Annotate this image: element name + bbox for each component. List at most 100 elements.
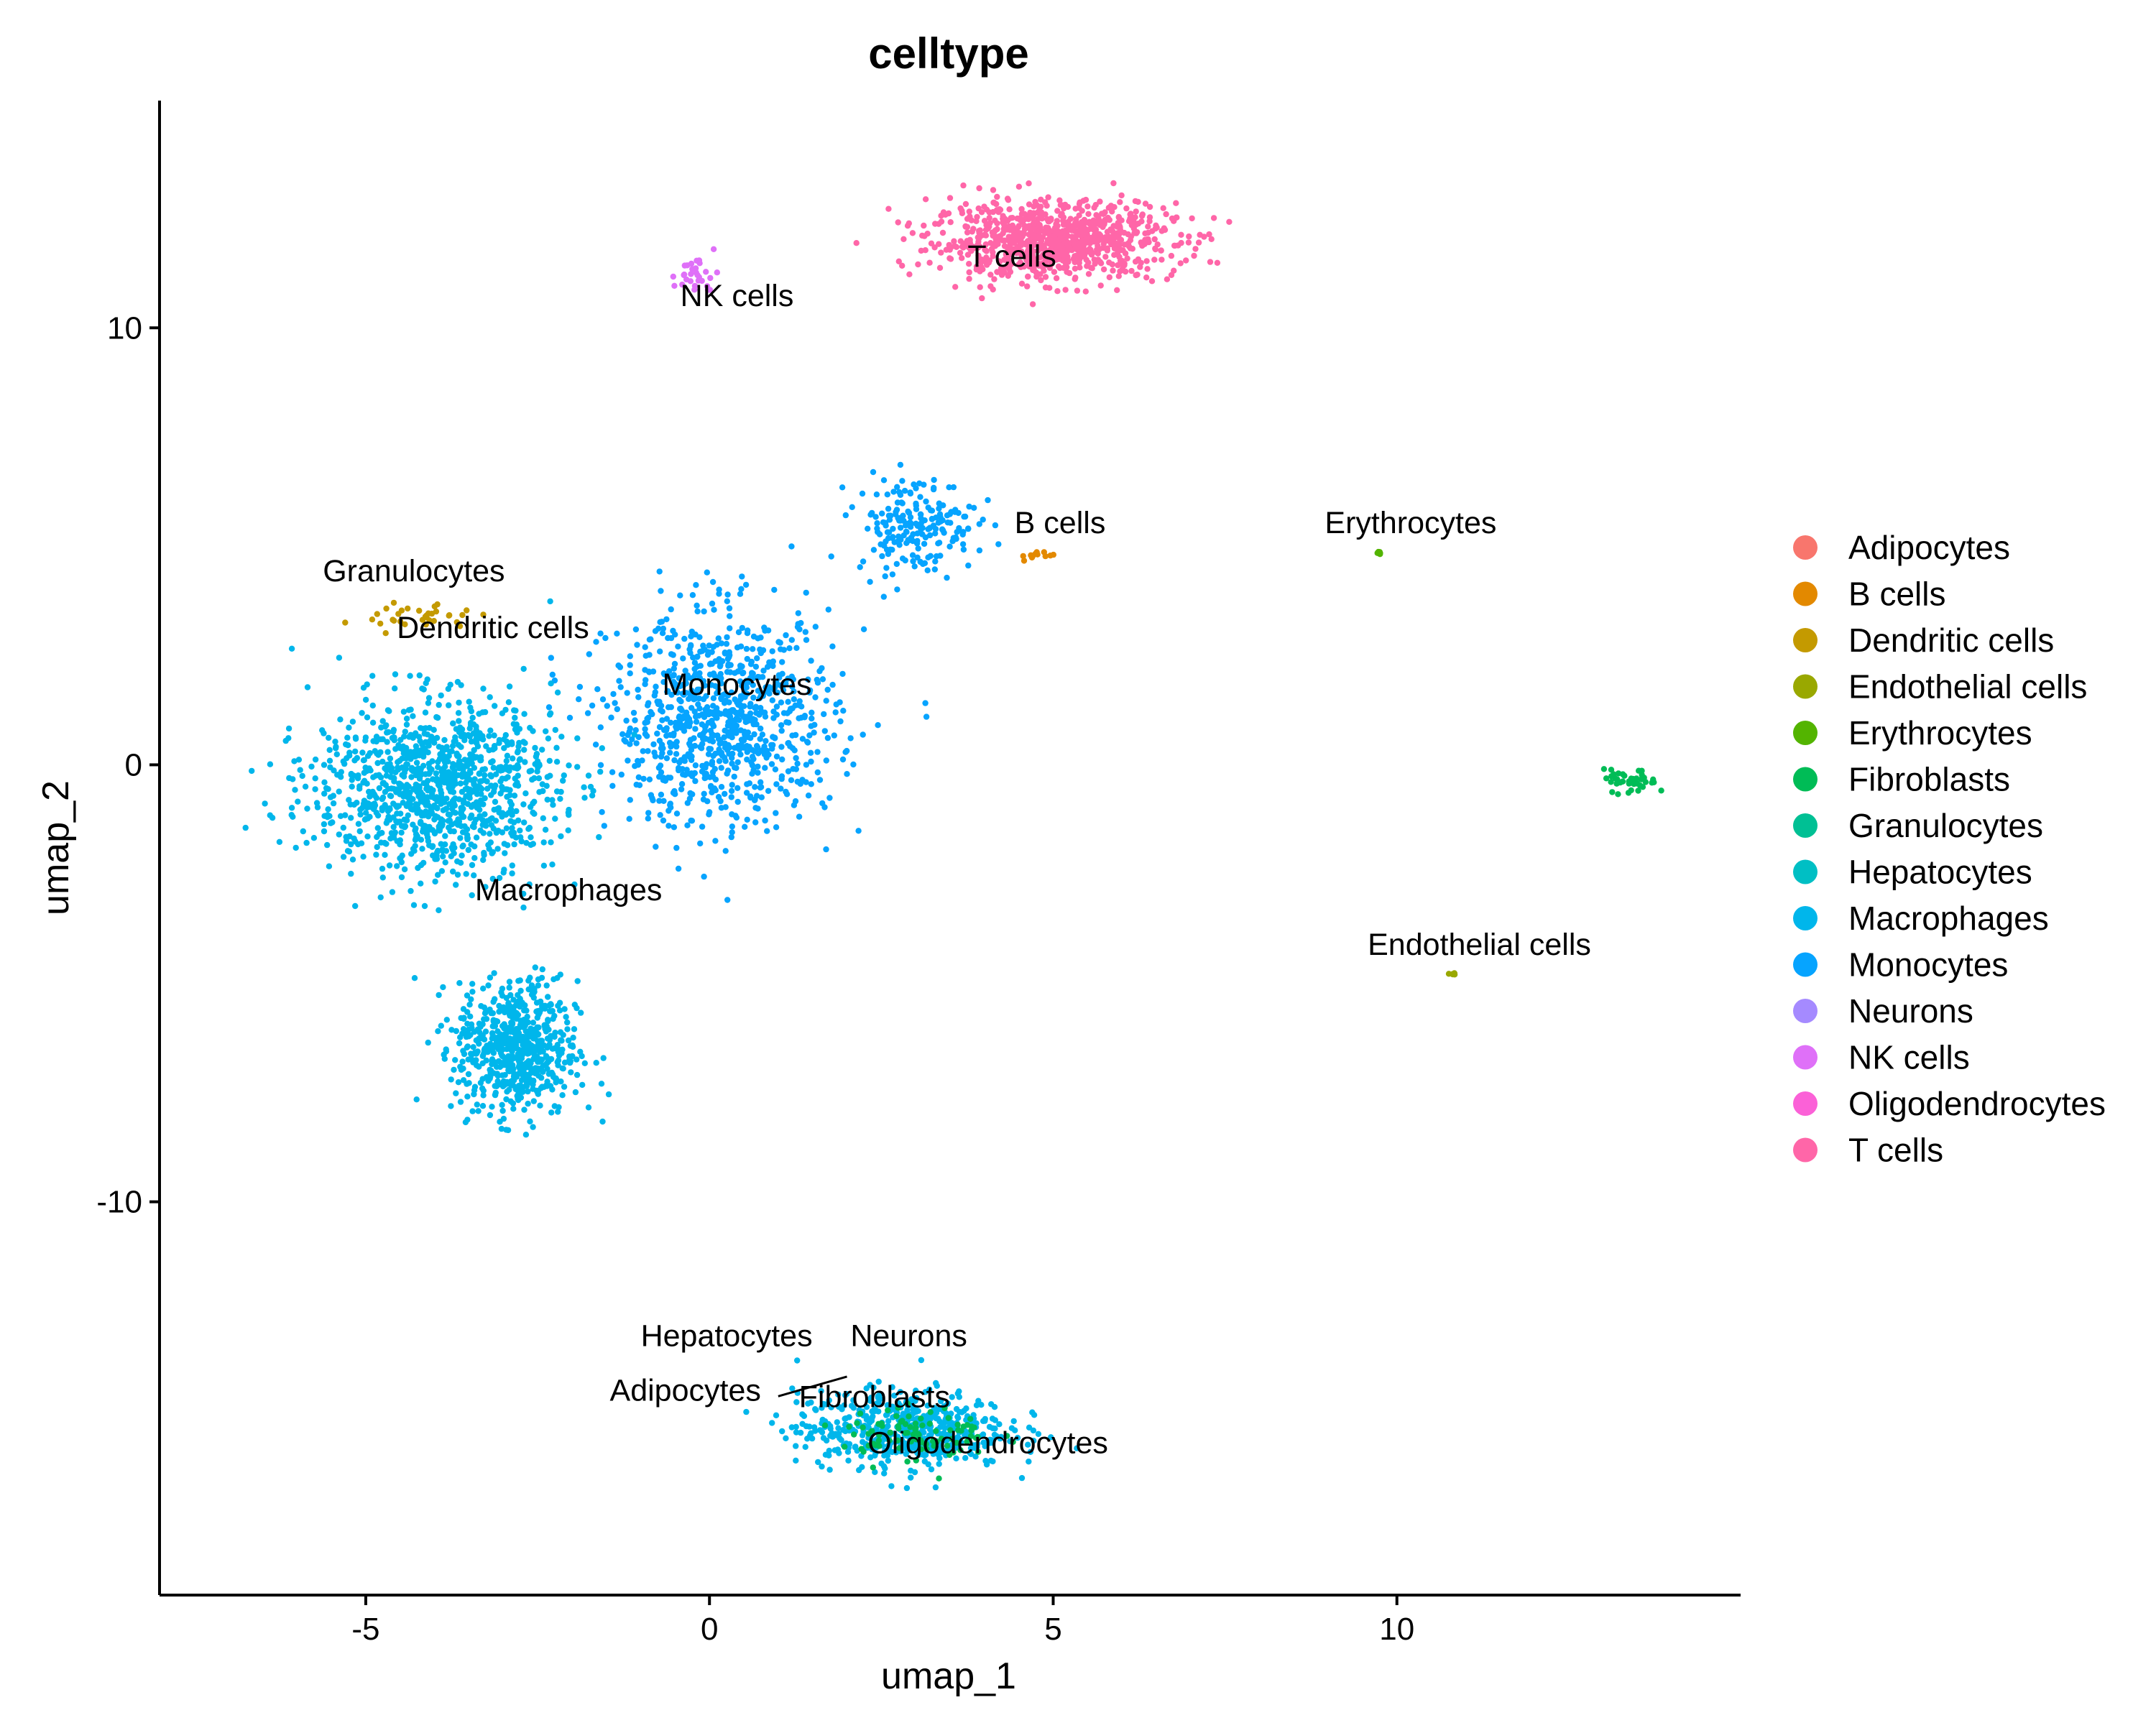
point-macrophages	[1018, 1474, 1026, 1482]
point-monocytes	[789, 683, 796, 690]
point-t-cells	[995, 241, 1001, 247]
cluster-label-granulocytes: Granulocytes	[323, 554, 505, 588]
point-monocytes	[839, 670, 846, 678]
point-macrophages	[384, 808, 392, 815]
point-macrophages	[469, 861, 476, 869]
point-macrophages	[489, 875, 496, 882]
point-macrophages	[548, 1069, 555, 1076]
point-monocytes	[724, 598, 730, 604]
point-monocytes	[632, 727, 639, 734]
point-macrophages	[537, 1007, 544, 1014]
legend-key-neurons	[1793, 999, 1818, 1023]
point-monocytes	[795, 610, 802, 616]
point-macrophages	[349, 719, 356, 725]
point-monocytes	[859, 490, 866, 497]
point-macrophages	[539, 966, 545, 973]
point-monocytes	[794, 778, 801, 785]
point-monocytes	[773, 824, 780, 831]
point-monocytes	[699, 823, 706, 830]
point-monocytes	[752, 784, 758, 790]
point-t-cells	[1185, 239, 1192, 246]
legend-label: T cells	[1848, 1132, 1943, 1169]
point-macrophages	[838, 1437, 844, 1443]
point-macrophages	[436, 826, 442, 833]
point-t-cells	[1173, 214, 1180, 221]
point-fibroblasts	[870, 1464, 877, 1471]
point-macrophages	[330, 793, 336, 799]
point-macrophages	[579, 1081, 586, 1089]
point-layer	[242, 180, 1664, 1492]
point-macrophages	[422, 780, 428, 787]
point-macrophages	[441, 1051, 447, 1058]
point-macrophages	[521, 1106, 528, 1113]
point-macrophages	[469, 1108, 476, 1114]
point-monocytes	[778, 699, 785, 706]
point-macrophages	[348, 841, 354, 848]
point-macrophages	[559, 1092, 566, 1099]
point-monocytes	[811, 729, 817, 736]
point-t-cells	[987, 272, 994, 278]
point-macrophages	[541, 1022, 548, 1029]
point-t-cells	[990, 253, 996, 259]
point-macrophages	[513, 808, 520, 815]
point-macrophages	[323, 785, 330, 792]
point-t-cells	[1060, 221, 1067, 228]
point-macrophages	[413, 753, 419, 759]
point-monocytes	[870, 547, 877, 553]
point-macrophages	[455, 1079, 462, 1086]
point-macrophages	[492, 818, 499, 824]
point-macrophages	[348, 770, 354, 777]
point-monocytes	[885, 550, 892, 558]
point-macrophages	[402, 755, 410, 762]
point-monocytes	[742, 694, 748, 701]
point-macrophages	[291, 758, 298, 764]
point-macrophages	[507, 1098, 514, 1105]
point-macrophages	[329, 819, 336, 826]
point-macrophages	[452, 1057, 459, 1063]
point-macrophages	[445, 818, 452, 824]
point-monocytes	[642, 667, 648, 673]
point-monocytes	[796, 626, 803, 633]
point-macrophages	[341, 760, 348, 767]
point-macrophages	[491, 732, 497, 739]
point-macrophages	[573, 1071, 581, 1078]
point-t-cells	[1154, 241, 1161, 248]
point-macrophages	[379, 874, 386, 881]
point-macrophages	[382, 851, 388, 859]
point-monocytes	[793, 766, 800, 772]
point-monocytes	[642, 681, 648, 688]
point-macrophages	[565, 1037, 572, 1044]
point-t-cells	[1118, 236, 1125, 244]
point-macrophages	[383, 841, 390, 847]
point-monocytes	[594, 686, 601, 693]
point-macrophages	[546, 711, 553, 718]
point-monocytes	[656, 568, 663, 575]
point-monocytes	[746, 780, 753, 787]
point-monocytes	[653, 844, 659, 850]
point-t-cells	[1115, 251, 1121, 258]
point-t-cells	[1042, 274, 1049, 280]
point-monocytes	[701, 790, 707, 798]
point-nk-cells	[671, 282, 678, 289]
point-t-cells	[885, 205, 892, 212]
point-monocytes	[796, 813, 803, 820]
point-t-cells	[966, 269, 972, 276]
point-monocytes	[724, 634, 730, 641]
point-macrophages	[510, 721, 517, 727]
point-macrophages	[589, 793, 596, 799]
point-macrophages	[560, 777, 566, 784]
point-monocytes	[677, 706, 683, 712]
point-macrophages	[536, 789, 543, 795]
point-monocytes	[824, 686, 831, 693]
point-monocytes	[750, 646, 756, 652]
point-macrophages	[467, 751, 474, 758]
point-macrophages	[436, 992, 442, 999]
point-macrophages	[903, 1484, 911, 1492]
point-t-cells	[1125, 243, 1133, 250]
point-monocytes	[768, 761, 775, 767]
point-monocytes	[950, 484, 957, 491]
point-macrophages	[510, 1077, 517, 1084]
point-macrophages	[537, 998, 544, 1005]
point-macrophages	[481, 1050, 487, 1056]
point-macrophages	[501, 736, 507, 743]
